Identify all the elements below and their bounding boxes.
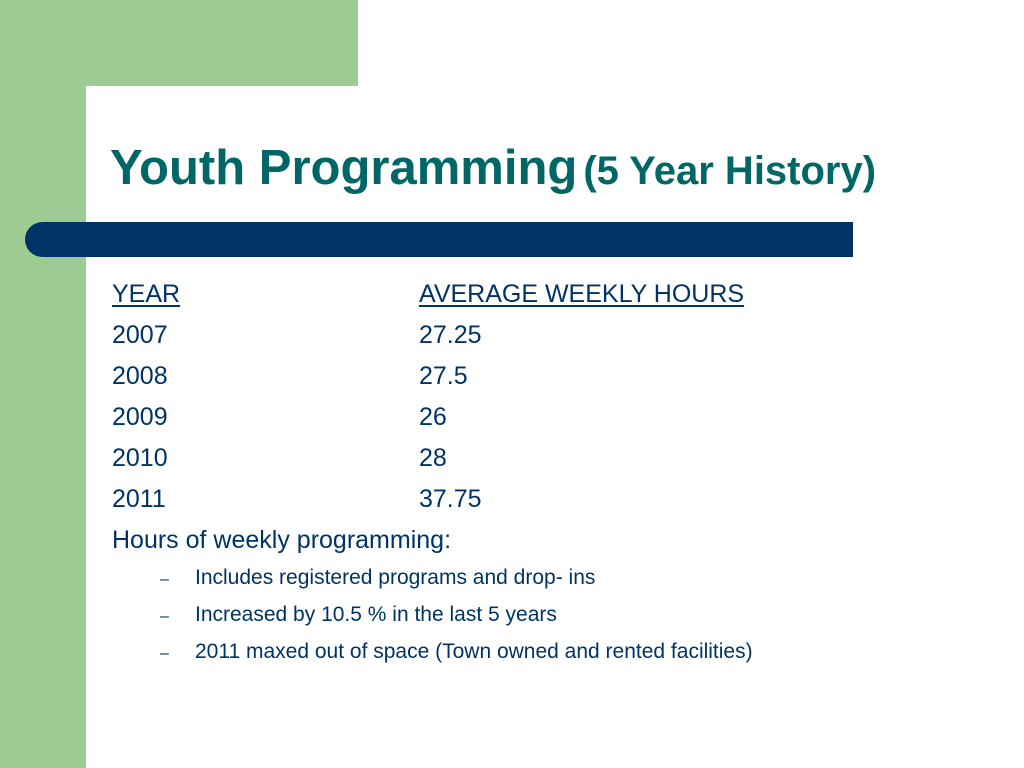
row-hours: 37.75 xyxy=(419,485,482,513)
title-main: Youth Programming xyxy=(110,141,578,195)
bullet-dash-icon: – xyxy=(160,571,169,588)
bullet-dash-icon: – xyxy=(160,645,169,662)
row-year: 2009 xyxy=(112,403,168,431)
title-subtitle: (5 Year History) xyxy=(583,149,877,193)
table-row: 2008 27.5 xyxy=(112,362,892,394)
notes-heading: Hours of weekly programming: xyxy=(112,526,452,554)
table-row: 2011 37.75 xyxy=(112,485,892,517)
bullet-text: Includes registered programs and drop- i… xyxy=(195,566,596,589)
table-row: 2007 27.25 xyxy=(112,321,892,353)
header-year: YEAR xyxy=(112,280,181,308)
green-top-band xyxy=(0,0,358,86)
row-year: 2011 xyxy=(112,485,166,513)
title-divider-bar xyxy=(25,222,853,257)
row-year: 2007 xyxy=(112,321,168,349)
table-row: 2010 28 xyxy=(112,444,892,476)
bullet-dash-icon: – xyxy=(160,608,169,625)
row-year: 2010 xyxy=(112,444,168,472)
slide-title: Youth Programming (5 Year History) xyxy=(110,140,876,196)
green-side-band xyxy=(0,0,86,768)
header-average-weekly-hours: AVERAGE WEEKLY HOURS xyxy=(419,280,745,308)
row-hours: 26 xyxy=(419,403,447,431)
row-hours: 27.25 xyxy=(419,321,482,349)
bullet-text: 2011 maxed out of space (Town owned and … xyxy=(195,640,753,663)
row-hours: 27.5 xyxy=(419,362,468,390)
table-header-row: YEAR AVERAGE WEEKLY HOURS xyxy=(112,280,892,312)
row-hours: 28 xyxy=(419,444,447,472)
row-year: 2008 xyxy=(112,362,168,390)
bullet-text: Increased by 10.5 % in the last 5 years xyxy=(195,603,557,626)
rounded-corner-decoration xyxy=(86,86,146,146)
table-row: 2009 26 xyxy=(112,403,892,435)
